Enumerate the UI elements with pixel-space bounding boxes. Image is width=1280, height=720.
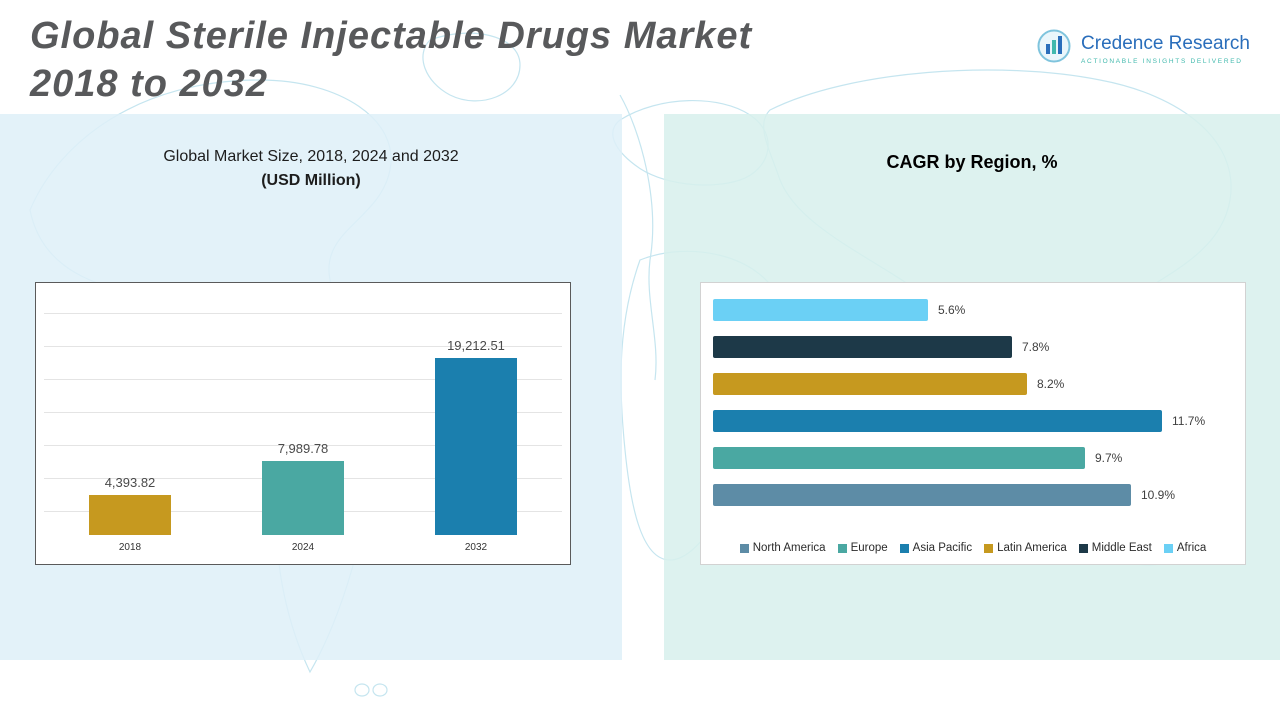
cagr-bar	[713, 447, 1085, 469]
cagr-bar-row-north-america: 10.9%	[713, 484, 1245, 506]
cagr-value-label: 8.2%	[1037, 377, 1065, 391]
cagr-bar-row-middle-east: 7.8%	[713, 336, 1245, 358]
cagr-bar	[713, 410, 1162, 432]
market-bar-2024	[262, 461, 344, 535]
cagr-bar	[713, 336, 1012, 358]
bar-chart-icon	[1036, 28, 1072, 69]
cagr-bar-row-africa: 5.6%	[713, 299, 1245, 321]
market-bar-value-label: 19,212.51	[447, 338, 505, 353]
legend-item-latin-america: Latin America	[984, 542, 1067, 554]
market-size-chart: 4,393.82 2018 7,989.78 2024 19,212.51 2032	[35, 282, 571, 565]
gridline	[44, 379, 562, 380]
market-bar-2018	[89, 495, 171, 535]
legend-swatch	[837, 543, 847, 553]
legend-label: Europe	[850, 542, 888, 554]
market-bar-value-label: 7,989.78	[277, 441, 329, 456]
cagr-chart: 5.6% 7.8% 8.2% 11.7% 9.7% 10.9% North America…	[700, 282, 1246, 565]
market-bar-category-label: 2032	[464, 542, 488, 553]
cagr-value-label: 11.7%	[1172, 414, 1206, 428]
gridline	[44, 412, 562, 413]
legend-label: Latin America	[997, 542, 1067, 554]
market-size-plot: 4,393.82 2018 7,989.78 2024 19,212.51 2032	[36, 283, 570, 564]
cagr-bar-row-asia-pacific: 11.7%	[713, 410, 1245, 432]
legend-swatch	[1078, 543, 1088, 553]
cagr-bar	[713, 484, 1131, 506]
legend-label: Africa	[1176, 542, 1207, 554]
cagr-bar	[713, 373, 1027, 395]
gridline	[44, 313, 562, 314]
cagr-value-label: 10.9%	[1141, 488, 1176, 502]
cagr-bar-row-europe: 9.7%	[713, 447, 1245, 469]
brand-name: Credence Research	[1081, 32, 1250, 54]
legend-item-north-america: North America	[739, 542, 826, 554]
market-size-chart-title: Global Market Size, 2018, 2024 and 2032	[163, 148, 459, 165]
legend-swatch	[899, 543, 909, 553]
cagr-value-label: 5.6%	[938, 303, 966, 317]
gridline	[44, 346, 562, 347]
legend-item-asia-pacific: Asia Pacific	[899, 542, 973, 554]
market-bar-category-label: 2024	[291, 542, 315, 553]
market-bar-category-label: 2018	[118, 542, 142, 553]
cagr-bar	[713, 299, 928, 321]
cagr-bar-row-latin-america: 8.2%	[713, 373, 1245, 395]
market-bar-group-2024: 7,989.78 2024	[257, 441, 349, 554]
page-title-line1: Global Sterile Injectable Drugs Market	[30, 15, 753, 57]
legend-label: North America	[752, 542, 826, 554]
cagr-chart-title: CAGR by Region, %	[886, 152, 1058, 172]
market-bar-value-label: 4,393.82	[104, 475, 156, 490]
market-bar-group-2018: 4,393.82 2018	[84, 475, 176, 554]
market-size-chart-subtitle: (USD Million)	[261, 172, 361, 189]
legend-swatch	[984, 543, 994, 553]
gridline	[44, 445, 562, 446]
legend-swatch	[739, 543, 749, 553]
legend-swatch	[1163, 543, 1173, 553]
market-size-panel: Global Market Size, 2018, 2024 and 2032 …	[0, 114, 622, 660]
legend-item-africa: Africa	[1163, 542, 1207, 554]
market-bar-group-2032: 19,212.51 2032	[430, 338, 522, 554]
cagr-value-label: 7.8%	[1022, 340, 1050, 354]
brand-logo: Credence Research Actionable Insights De…	[1036, 28, 1250, 69]
cagr-panel: CAGR by Region, % 5.6% 7.8% 8.2% 11.7% 9.7% 1…	[664, 114, 1280, 660]
page-title: Global Sterile Injectable Drugs Market 2…	[30, 12, 752, 108]
legend-label: Middle East	[1091, 542, 1152, 554]
page-title-line2: 2018 to 2032	[30, 63, 269, 105]
market-bar-2032	[435, 358, 517, 535]
legend-item-europe: Europe	[837, 542, 888, 554]
cagr-legend: North America Europe Asia Pacific Latin Ame…	[701, 542, 1245, 554]
legend-item-middle-east: Middle East	[1078, 542, 1152, 554]
legend-label: Asia Pacific	[912, 542, 973, 554]
brand-tagline: Actionable Insights Delivered	[1081, 57, 1243, 65]
cagr-value-label: 9.7%	[1095, 451, 1123, 465]
cagr-rows: 5.6% 7.8% 8.2% 11.7% 9.7% 10.9%	[701, 283, 1245, 506]
